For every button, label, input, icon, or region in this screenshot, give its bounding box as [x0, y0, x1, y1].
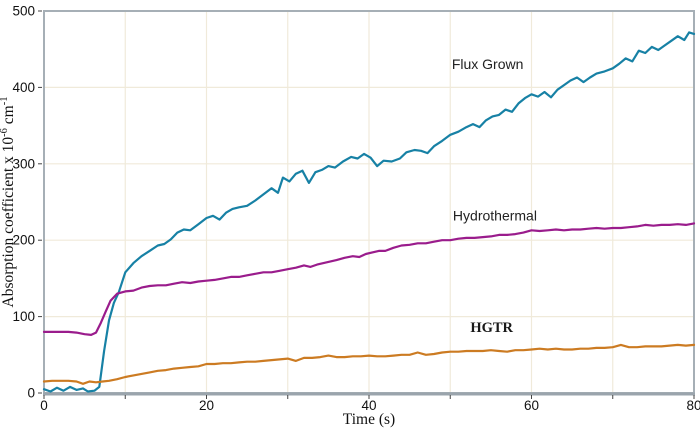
x-tick-label: 40 — [361, 398, 376, 413]
x-axis-title: Time (s) — [343, 411, 395, 428]
series-label-flux-grown: Flux Grown — [452, 56, 524, 72]
x-tick-label: 0 — [40, 398, 48, 413]
y-tick-label: 500 — [12, 4, 35, 19]
series-label-hgtr: HGTR — [470, 320, 513, 336]
series-line-flux-grown — [42, 31, 696, 393]
y-axis-title: Absorption coefficient x 10-6 cm-1 — [0, 97, 17, 308]
x-tick-label: 80 — [686, 398, 700, 413]
y-tick-label: 200 — [12, 233, 35, 248]
x-tick-label: 20 — [199, 398, 214, 413]
y-tick-label: 0 — [27, 386, 35, 401]
y-tick-label: 300 — [12, 156, 35, 171]
series-line-hydrothermal — [42, 222, 696, 336]
y-tick-label: 100 — [12, 309, 35, 324]
x-tick-label: 60 — [524, 398, 539, 413]
series-label-hydrothermal: Hydrothermal — [453, 207, 537, 223]
y-tick-label: 400 — [12, 80, 35, 95]
series-line-hgtr — [42, 343, 696, 385]
